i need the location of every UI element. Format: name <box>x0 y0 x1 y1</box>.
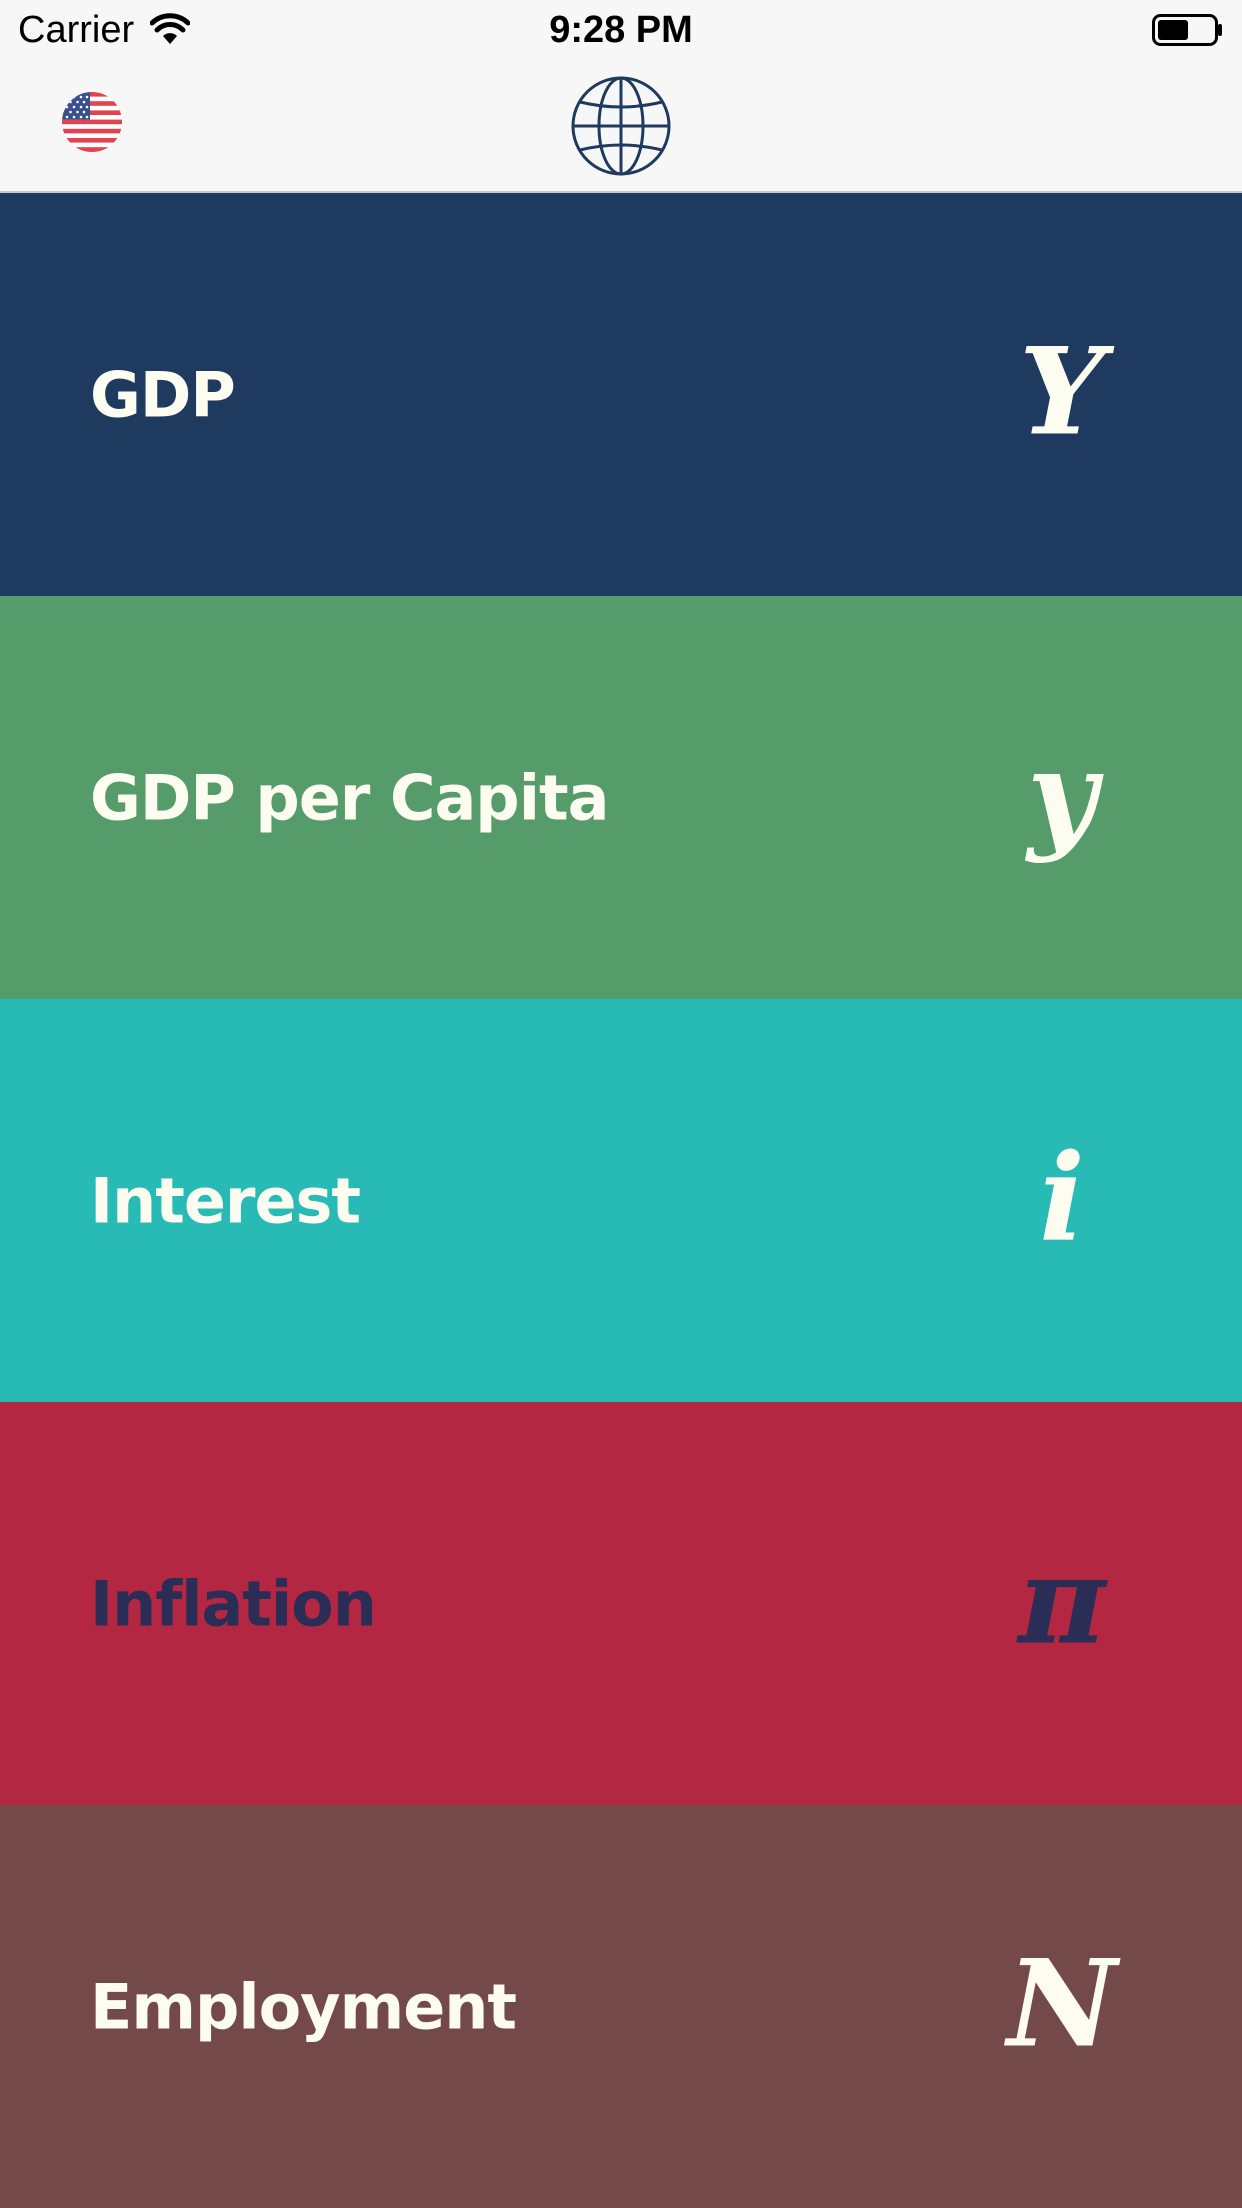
category-list: GDP Y GDP per Capita y Interest i Inflat… <box>0 193 1242 2208</box>
category-symbol: π <box>1018 1530 1106 1672</box>
category-label: GDP per Capita <box>90 761 609 834</box>
category-row-inflation[interactable]: Inflation π <box>0 1402 1242 1805</box>
category-row-gdp-per-capita[interactable]: GDP per Capita y <box>0 596 1242 999</box>
status-bar: Carrier 9:28 PM <box>0 0 1242 60</box>
wifi-icon <box>150 13 190 44</box>
category-label: Interest <box>90 1164 361 1237</box>
globe-icon[interactable] <box>570 74 672 178</box>
category-row-employment[interactable]: Employment N <box>0 1805 1242 2208</box>
carrier-label: Carrier <box>18 9 135 51</box>
category-label: Inflation <box>90 1567 377 1640</box>
category-row-gdp[interactable]: GDP Y <box>0 193 1242 596</box>
navigation-bar <box>0 60 1242 193</box>
category-label: Employment <box>90 1970 517 2043</box>
category-symbol: i <box>1039 1127 1085 1269</box>
category-label: GDP <box>90 358 236 431</box>
category-symbol: y <box>1027 724 1097 866</box>
category-row-interest[interactable]: Interest i <box>0 999 1242 1402</box>
battery-icon <box>1152 14 1222 46</box>
category-symbol: N <box>1007 1933 1117 2075</box>
us-flag-icon[interactable] <box>62 92 122 152</box>
status-time: 9:28 PM <box>549 9 693 51</box>
category-symbol: Y <box>1019 321 1105 463</box>
